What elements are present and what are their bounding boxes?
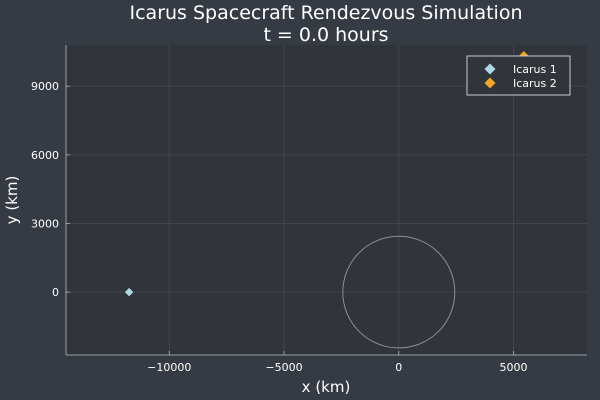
y-tick-label: 0 [52,286,59,299]
chart-title: Icarus Spacecraft Rendezvous Simulation [130,2,523,24]
x-tick-label: −5000 [265,361,302,374]
plot-area [66,45,587,355]
x-axis-label: x (km) [302,378,351,396]
y-axis-label: y (km) [3,176,21,225]
legend-marker [484,63,496,75]
legend-marker [484,77,496,89]
y-tick-label: 3000 [31,217,59,230]
planet-circle [342,235,456,349]
bodies [342,235,456,349]
data-point [124,287,134,297]
x-tick-label: −10000 [147,361,191,374]
y-tick-label: 9000 [31,80,59,93]
legend-box [466,55,571,96]
ticks: −10000 −5000 0 5000 0 3000 6000 9000 [31,80,528,374]
x-tick-label: 5000 [500,361,528,374]
x-tick-label: 0 [395,361,402,374]
chart-subtitle: t = 0.0 hours [263,24,388,46]
legend-label: Icarus 1 [513,63,557,76]
y-tick-label: 6000 [31,149,59,162]
legend-label: Icarus 2 [513,77,557,90]
